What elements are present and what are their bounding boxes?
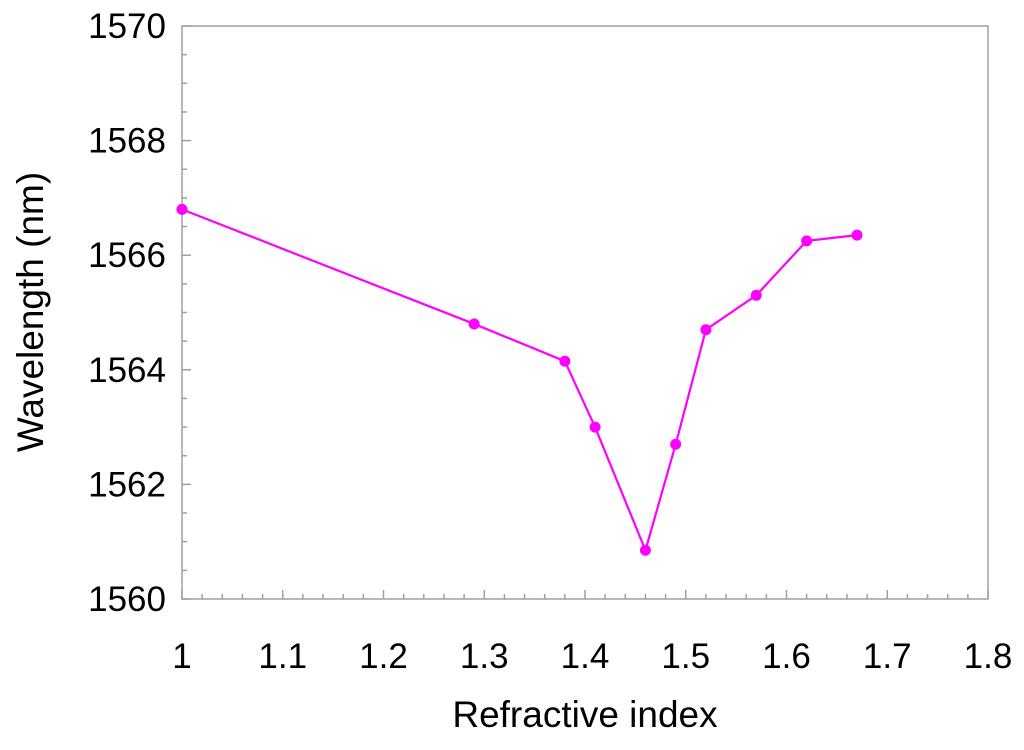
data-point — [559, 355, 571, 367]
data-point — [639, 544, 651, 556]
data-point — [670, 438, 682, 450]
y-tick-label: 1568 — [88, 122, 166, 161]
data-point — [750, 289, 762, 301]
x-tick-label: 1.8 — [964, 637, 1013, 676]
y-tick-label: 1564 — [88, 351, 166, 390]
y-tick-label: 1570 — [88, 7, 166, 46]
data-point — [801, 235, 813, 247]
data-line — [181, 208, 858, 552]
x-tick-label: 1 — [172, 637, 191, 676]
plot-frame — [181, 25, 989, 600]
x-tick-label: 1.2 — [359, 637, 408, 676]
data-point — [468, 318, 480, 330]
y-tick-label: 1562 — [88, 465, 166, 504]
y-tick-label: 1566 — [88, 236, 166, 275]
data-point — [176, 203, 188, 215]
x-tick-label: 1.6 — [762, 637, 811, 676]
x-tick-label: 1.1 — [258, 637, 307, 676]
x-tick-label: 1.3 — [460, 637, 509, 676]
x-axis-title: Refractive index — [452, 694, 718, 735]
y-tick-label: 1560 — [88, 580, 166, 619]
x-tick-label: 1.4 — [561, 637, 610, 676]
data-point — [700, 324, 712, 336]
data-point — [851, 229, 863, 241]
x-tick-label: 1.7 — [863, 637, 912, 676]
x-tick-label: 1.5 — [661, 637, 710, 676]
y-axis-title: Wavelength (nm) — [10, 171, 51, 453]
data-point — [589, 421, 601, 433]
